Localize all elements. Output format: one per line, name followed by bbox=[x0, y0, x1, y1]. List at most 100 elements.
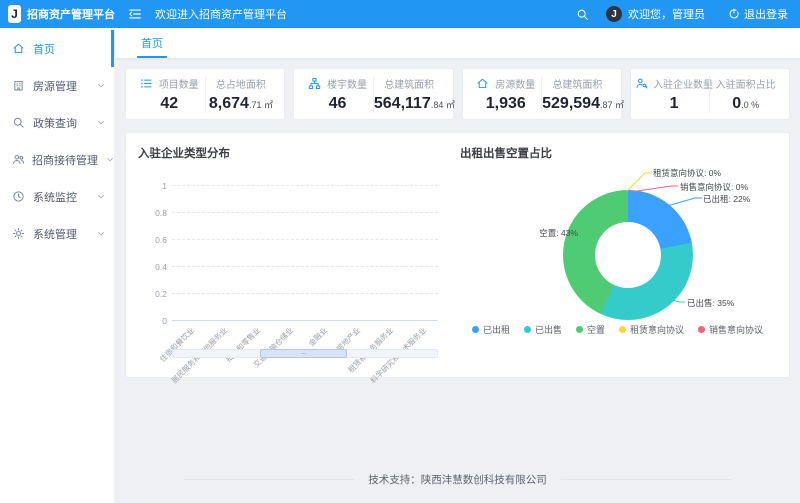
legend-label: 空置 bbox=[586, 325, 605, 335]
legend-item[interactable]: 租赁意向协议 bbox=[619, 323, 684, 336]
search-icon[interactable] bbox=[572, 4, 592, 24]
donut-ring[interactable] bbox=[563, 190, 693, 320]
legend-label: 销售意向协议 bbox=[709, 325, 764, 335]
tab-home[interactable]: 首页 bbox=[127, 28, 177, 58]
building-icon bbox=[12, 79, 26, 93]
sidebar-item-housing[interactable]: 房源管理 bbox=[0, 67, 114, 104]
chevron-down-icon bbox=[96, 79, 106, 92]
stat-secondary-value: 529,594.87 ㎡ bbox=[542, 95, 624, 112]
legend-item[interactable]: 空置 bbox=[575, 323, 605, 336]
stat-card-2: 房源数量 1,936 总建筑面积 529,594.87 ㎡ bbox=[461, 68, 624, 120]
donut-callout: 销售意向协议: 0% bbox=[680, 182, 749, 192]
stat-secondary-label: 总建筑面积 bbox=[384, 80, 435, 91]
donut-chart: 出租出售空置占比 租赁意向协议: 0% 销售意向协议: 0% 已出租: 22% 空置:… bbox=[456, 145, 779, 367]
sidebar-item-home[interactable]: 首页 bbox=[0, 30, 114, 67]
gridline: 0.2 bbox=[155, 289, 438, 299]
gridline: 0.4 bbox=[155, 262, 438, 272]
y-axis-tick: 0.6 bbox=[155, 235, 167, 245]
list-icon bbox=[140, 77, 154, 91]
chevron-down-icon bbox=[96, 227, 106, 240]
content: 项目数量 42 总占地面积 8,674.71 ㎡ 楼宇数量 46 总建筑面积 5… bbox=[115, 58, 800, 503]
logout-button[interactable]: 退出登录 bbox=[727, 6, 788, 22]
y-axis-tick: 0.2 bbox=[155, 289, 167, 299]
app-title: 招商资产管理平台 bbox=[27, 9, 115, 21]
sidebar-item-policy[interactable]: 政策查询 bbox=[0, 104, 114, 141]
stat-primary-value: 1,936 bbox=[485, 95, 526, 112]
app-header: J 招商资产管理平台 欢迎进入招商资产管理平台 J 欢迎您，管理员 退出登录 bbox=[0, 0, 800, 28]
y-axis-tick: 1 bbox=[162, 181, 167, 191]
legend-dot bbox=[471, 326, 479, 333]
users-icon bbox=[12, 153, 25, 167]
search-icon bbox=[12, 116, 26, 130]
chart-legend: 已出租 已出售 空置 租赁意向协议 销售意向协议 bbox=[456, 323, 779, 336]
sidebar: 首页房源管理政策查询招商接待管理 系统监控系统管理 bbox=[0, 28, 115, 503]
stat-secondary-value: 8,674.71 ㎡ bbox=[208, 95, 273, 112]
stat-secondary-label: 总占地面积 bbox=[215, 80, 266, 91]
stat-primary-value: 46 bbox=[328, 95, 347, 112]
sidebar-item-label: 首页 bbox=[33, 43, 55, 56]
stat-secondary-label: 入驻面积占比 bbox=[715, 80, 776, 91]
chart-panel: 入驻企业类型分布 1 0.8 0.6 0.4 0.2 0 住宿和餐饮业 居民服务和其他服务业… bbox=[125, 132, 790, 385]
stat-primary: 房源数量 1,936 bbox=[471, 76, 542, 113]
sidebar-item-reception[interactable]: 招商接待管理 bbox=[0, 141, 114, 178]
logout-icon bbox=[727, 8, 740, 21]
donut-callout: 已出租: 22% bbox=[703, 194, 751, 204]
main: 首页 项目数量 42 总占地面积 8,674.71 ㎡ 楼宇数量 46 总建筑面… bbox=[115, 28, 800, 503]
sidebar-item-label: 招商接待管理 bbox=[32, 154, 98, 167]
legend-label: 已出租 bbox=[482, 325, 510, 335]
house-icon bbox=[476, 77, 490, 91]
sidebar-item-label: 政策查询 bbox=[33, 117, 77, 130]
stat-primary: 项目数量 42 bbox=[134, 76, 205, 113]
gridline: 0 bbox=[162, 316, 438, 326]
legend-dot bbox=[698, 326, 706, 333]
legend-item[interactable]: 销售意向协议 bbox=[698, 323, 763, 336]
stat-secondary-label: 总建筑面积 bbox=[552, 80, 603, 91]
welcome-text: 欢迎进入招商资产管理平台 bbox=[155, 9, 287, 21]
stat-secondary-value: 0.0 % bbox=[732, 95, 760, 112]
sidebar-item-monitor[interactable]: 系统监控 bbox=[0, 178, 114, 215]
stat-primary-label: 房源数量 bbox=[495, 80, 536, 91]
avatar[interactable]: J bbox=[606, 6, 622, 22]
stat-secondary: 总建筑面积 529,594.87 ㎡ bbox=[541, 76, 624, 113]
donut-callout: 已出售: 35% bbox=[687, 298, 735, 308]
legend-item[interactable]: 已出租 bbox=[471, 323, 510, 336]
brand: J 招商资产管理平台 bbox=[0, 5, 115, 23]
legend-item[interactable]: 已出售 bbox=[523, 323, 562, 336]
legend-dot bbox=[619, 326, 626, 333]
stat-cards: 项目数量 42 总占地面积 8,674.71 ㎡ 楼宇数量 46 总建筑面积 5… bbox=[125, 68, 790, 120]
chevron-down-icon bbox=[105, 153, 115, 166]
chevron-down-icon bbox=[96, 116, 106, 129]
y-axis-tick: 0 bbox=[162, 316, 167, 326]
donut-callout: 空置: 43% bbox=[539, 228, 578, 238]
gridline: 1 bbox=[162, 181, 438, 191]
stat-primary-label: 项目数量 bbox=[158, 80, 199, 91]
monitor-icon bbox=[12, 190, 26, 204]
bar-chart-xlabels: 住宿和餐饮业居民服务和其他服务业批发和零售业交通运输仓储业金融业房地产业租赁和商… bbox=[158, 325, 438, 385]
sidebar-item-label: 系统管理 bbox=[33, 228, 77, 241]
sidebar-item-system[interactable]: 系统管理 bbox=[0, 215, 114, 252]
stat-secondary-value: 564,117.84 ㎡ bbox=[373, 95, 455, 112]
bar-chart-plot: 1 0.8 0.6 0.4 0.2 0 bbox=[155, 181, 438, 326]
footer: 技术支持：陕西沣慧数创科技有限公司 bbox=[115, 472, 800, 487]
datazoom-slider[interactable] bbox=[172, 349, 438, 358]
gridline: 0.6 bbox=[155, 235, 438, 245]
collapse-menu-icon[interactable] bbox=[125, 4, 145, 24]
stat-secondary: 入驻面积占比 0.0 % bbox=[709, 76, 781, 113]
donut-callout: 租赁意向协议: 0% bbox=[653, 168, 722, 178]
chevron-down-icon bbox=[96, 190, 106, 203]
sidebar-item-label: 系统监控 bbox=[33, 191, 77, 204]
bar-chart: 入驻企业类型分布 1 0.8 0.6 0.4 0.2 0 住宿和餐饮业 居民服务和其他服务业… bbox=[138, 145, 450, 385]
stat-primary-label: 入驻企业数量 bbox=[653, 80, 714, 91]
datazoom-window[interactable] bbox=[260, 349, 348, 358]
footer-divider-left bbox=[184, 479, 355, 480]
donut-chart-title: 出租出售空置占比 bbox=[460, 148, 552, 160]
stat-secondary: 总建筑面积 564,117.84 ㎡ bbox=[372, 76, 455, 113]
y-axis-tick: 0.4 bbox=[155, 262, 167, 272]
stat-card-1: 楼宇数量 46 总建筑面积 564,117.84 ㎡ bbox=[293, 68, 455, 120]
stat-primary-label: 楼宇数量 bbox=[327, 80, 368, 91]
stat-primary: 入驻企业数量 1 bbox=[636, 76, 714, 113]
legend-label: 已出售 bbox=[534, 325, 562, 335]
stat-primary-value: 42 bbox=[160, 95, 179, 112]
stat-card-0: 项目数量 42 总占地面积 8,674.71 ㎡ bbox=[125, 68, 286, 120]
tab-bar: 首页 bbox=[115, 28, 800, 58]
